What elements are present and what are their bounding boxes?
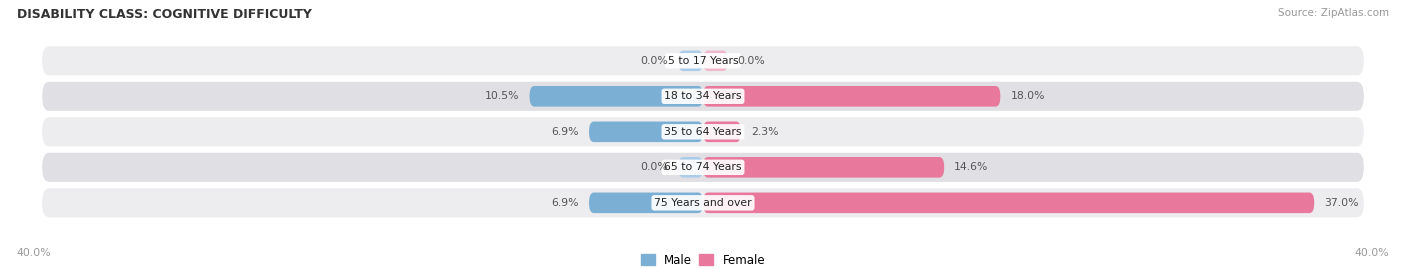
FancyBboxPatch shape bbox=[42, 46, 1364, 75]
Text: 37.0%: 37.0% bbox=[1324, 198, 1358, 208]
Text: 75 Years and over: 75 Years and over bbox=[654, 198, 752, 208]
FancyBboxPatch shape bbox=[589, 193, 703, 213]
FancyBboxPatch shape bbox=[42, 188, 1364, 217]
Text: 0.0%: 0.0% bbox=[738, 56, 765, 66]
Text: 2.3%: 2.3% bbox=[751, 127, 779, 137]
FancyBboxPatch shape bbox=[703, 51, 728, 71]
FancyBboxPatch shape bbox=[703, 122, 741, 142]
Text: 0.0%: 0.0% bbox=[641, 56, 668, 66]
Text: 18 to 34 Years: 18 to 34 Years bbox=[664, 91, 742, 101]
FancyBboxPatch shape bbox=[530, 86, 703, 107]
Text: 0.0%: 0.0% bbox=[641, 162, 668, 172]
Text: Source: ZipAtlas.com: Source: ZipAtlas.com bbox=[1278, 8, 1389, 18]
FancyBboxPatch shape bbox=[42, 82, 1364, 111]
FancyBboxPatch shape bbox=[42, 117, 1364, 146]
Text: 40.0%: 40.0% bbox=[17, 248, 52, 258]
FancyBboxPatch shape bbox=[678, 157, 703, 178]
Text: 10.5%: 10.5% bbox=[485, 91, 520, 101]
Text: 5 to 17 Years: 5 to 17 Years bbox=[668, 56, 738, 66]
Text: 65 to 74 Years: 65 to 74 Years bbox=[664, 162, 742, 172]
FancyBboxPatch shape bbox=[42, 153, 1364, 182]
Text: 6.9%: 6.9% bbox=[551, 127, 579, 137]
Legend: Male, Female: Male, Female bbox=[636, 249, 770, 269]
Text: 6.9%: 6.9% bbox=[551, 198, 579, 208]
Text: 40.0%: 40.0% bbox=[1354, 248, 1389, 258]
FancyBboxPatch shape bbox=[703, 157, 945, 178]
FancyBboxPatch shape bbox=[703, 193, 1315, 213]
FancyBboxPatch shape bbox=[589, 122, 703, 142]
Text: 14.6%: 14.6% bbox=[955, 162, 988, 172]
FancyBboxPatch shape bbox=[678, 51, 703, 71]
Text: 18.0%: 18.0% bbox=[1011, 91, 1045, 101]
FancyBboxPatch shape bbox=[703, 86, 1001, 107]
Text: 35 to 64 Years: 35 to 64 Years bbox=[664, 127, 742, 137]
Text: DISABILITY CLASS: COGNITIVE DIFFICULTY: DISABILITY CLASS: COGNITIVE DIFFICULTY bbox=[17, 8, 312, 21]
